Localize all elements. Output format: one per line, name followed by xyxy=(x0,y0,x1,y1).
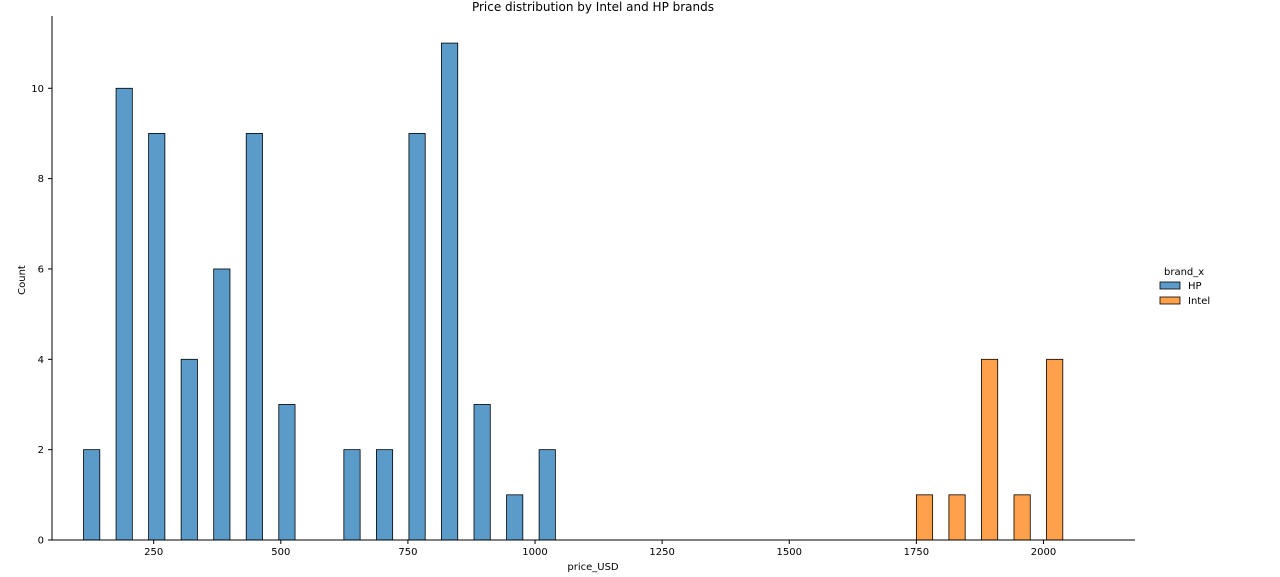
y-tick-label: 6 xyxy=(38,264,44,275)
x-tick-label: 1500 xyxy=(777,547,802,558)
bar-hp xyxy=(538,449,556,541)
legend: brand_x HP Intel xyxy=(1159,267,1210,307)
y-tick-label: 4 xyxy=(38,355,44,366)
bar-hp xyxy=(408,133,426,541)
y-axis-label: Count xyxy=(17,265,28,295)
bar-hp xyxy=(213,268,231,541)
bar-hp xyxy=(343,449,361,541)
bar-intel xyxy=(981,358,999,541)
bar-hp xyxy=(148,133,166,541)
x-tick-label: 750 xyxy=(398,547,417,558)
chart-title: Price distribution by Intel and HP brand… xyxy=(472,0,714,14)
legend-label-hp: HP xyxy=(1188,281,1202,292)
x-axis-label: price_USD xyxy=(567,562,619,573)
x-tick-label: 500 xyxy=(271,547,290,558)
bar-hp xyxy=(473,404,491,541)
bar-intel xyxy=(948,494,966,541)
bar-hp xyxy=(375,449,394,541)
legend-swatch-hp xyxy=(1159,281,1181,290)
x-tick-label: 1750 xyxy=(904,547,929,558)
bar-intel xyxy=(915,494,934,541)
y-tick-label: 2 xyxy=(38,445,44,456)
y-tick-label: 8 xyxy=(38,174,44,185)
x-tick-label: 2000 xyxy=(1031,547,1056,558)
x-tick-label: 1250 xyxy=(649,547,674,558)
bar-hp xyxy=(115,87,133,541)
legend-label-intel: Intel xyxy=(1188,296,1210,307)
bar-intel xyxy=(1013,494,1031,541)
bar-hp xyxy=(441,42,459,541)
bar-hp xyxy=(506,494,524,541)
legend-title: brand_x xyxy=(1164,267,1204,278)
bar-hp xyxy=(180,358,198,541)
x-ticks-group: 250 500 750 1000 1250 1500 1750 2000 xyxy=(144,540,1056,558)
bars-group xyxy=(83,42,1064,541)
x-tick-label: 250 xyxy=(144,547,163,558)
bar-hp xyxy=(245,133,263,541)
y-tick-label: 10 xyxy=(31,84,44,95)
bar-intel xyxy=(1046,358,1064,541)
x-tick-label: 1000 xyxy=(522,547,547,558)
bar-hp xyxy=(83,449,101,541)
legend-swatch-intel xyxy=(1159,296,1181,305)
y-tick-label: 0 xyxy=(38,536,44,547)
bar-hp xyxy=(278,404,296,541)
y-ticks-group: 0 2 4 6 8 10 xyxy=(31,84,52,547)
